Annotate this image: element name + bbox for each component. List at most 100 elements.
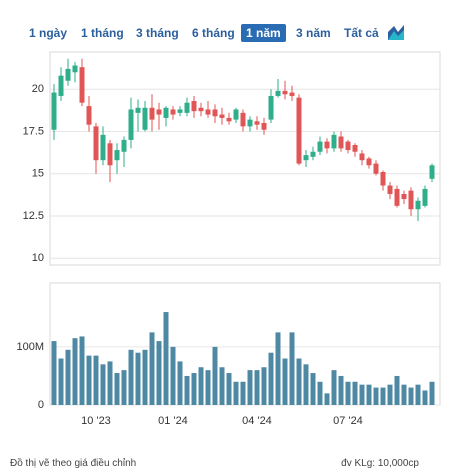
candle-body	[219, 114, 225, 118]
candle-body	[261, 123, 267, 130]
volume-bar	[331, 370, 337, 405]
candle-body	[177, 109, 183, 113]
range-tab[interactable]: 3 năm	[296, 26, 331, 40]
x-tick-label: 10 '23	[81, 415, 111, 427]
candle-body	[289, 92, 295, 96]
y-tick-label: 10	[32, 252, 44, 264]
volume-bar	[184, 375, 190, 405]
y-tick-label: 20	[32, 83, 44, 95]
volume-bar	[366, 384, 372, 405]
volume-bar	[226, 373, 232, 405]
volume-bar	[51, 341, 57, 405]
volume-bar	[128, 349, 134, 405]
volume-bar	[254, 370, 260, 405]
candle-body	[415, 200, 421, 210]
candle-body	[51, 92, 57, 130]
candle-body	[303, 155, 309, 161]
volume-bar	[170, 346, 176, 405]
volume-bar	[373, 387, 379, 405]
candle-body	[254, 121, 260, 125]
volume-bar	[198, 367, 204, 405]
volume-bar	[233, 381, 239, 405]
candle-body	[401, 194, 407, 200]
candle-body	[58, 75, 64, 96]
y-tick-label: 100M	[16, 341, 44, 353]
volume-bar	[324, 393, 330, 405]
candle-body	[422, 188, 428, 206]
chart: 10 12.5 15 17.5 20 0 100M 10 '23 01 '24 04 '24 07 …	[16, 51, 441, 427]
candle-body	[282, 90, 288, 95]
candle-body	[275, 90, 281, 96]
volume-bar	[205, 370, 211, 405]
range-tab[interactable]: 1 tháng	[81, 26, 124, 40]
x-tick-label: 01 '24	[158, 415, 188, 427]
candle-body	[345, 141, 351, 151]
candle-body	[184, 102, 190, 113]
volume-bar	[135, 352, 141, 405]
volume-bar	[380, 387, 386, 405]
candle-body	[331, 134, 337, 149]
volume-bar	[93, 355, 99, 405]
volume-bar	[65, 349, 71, 405]
volume-bar	[100, 364, 106, 405]
candle-body	[429, 165, 435, 179]
candle-body	[373, 163, 379, 174]
candle-body	[121, 139, 127, 152]
candle-body	[310, 151, 316, 157]
unit-note: đv KLg: 10,000cp	[341, 458, 419, 469]
volume-bar	[303, 364, 309, 405]
chart-type-icon[interactable]	[386, 22, 406, 42]
range-tab[interactable]: 1 năm	[241, 24, 286, 42]
volume-bar	[422, 390, 428, 405]
candle-body	[394, 188, 400, 206]
volume-bar	[247, 370, 253, 405]
volume-bar	[282, 358, 288, 405]
volume-bar	[359, 384, 365, 405]
candle-body	[114, 150, 120, 161]
candle-body	[247, 119, 253, 127]
y-tick-label: 12.5	[23, 210, 44, 222]
volume-bar	[408, 387, 414, 405]
range-tab[interactable]: 6 tháng	[192, 26, 235, 40]
candle-body	[128, 109, 134, 140]
candle-body	[156, 109, 162, 115]
range-tab[interactable]: 1 ngày	[29, 26, 68, 40]
candle-body	[107, 143, 113, 166]
candle-body	[387, 185, 393, 194]
volume-bar	[191, 373, 197, 405]
volume-bar	[310, 373, 316, 405]
candle-body	[163, 107, 169, 118]
candle-body	[198, 107, 204, 112]
candle-body	[240, 112, 246, 127]
range-tab[interactable]: Tất cả	[344, 26, 379, 40]
range-tab[interactable]: 3 tháng	[136, 26, 179, 40]
volume-bar	[177, 361, 183, 405]
volume-bar	[142, 349, 148, 405]
candle-body	[380, 172, 386, 186]
volume-bar	[79, 336, 85, 405]
candle-body	[226, 117, 232, 122]
volume-bar	[107, 361, 113, 405]
candle-body	[268, 95, 274, 120]
candle-body	[233, 109, 239, 120]
candle-body	[72, 65, 78, 73]
candle-body	[296, 97, 302, 164]
volume-bar	[352, 381, 358, 405]
volume-bar	[429, 381, 435, 405]
volume-bar	[317, 381, 323, 405]
y-tick-label: 15	[32, 168, 44, 180]
volume-bar	[415, 384, 421, 405]
volume-bar	[268, 352, 274, 405]
volume-bar	[114, 373, 120, 405]
volume-bar	[275, 332, 281, 405]
candle-body	[93, 126, 99, 161]
candle-body	[86, 106, 92, 125]
candle-body	[212, 109, 218, 117]
volume-bar	[163, 312, 169, 405]
volume-bar	[72, 338, 78, 405]
volume-bar	[401, 384, 407, 405]
candle-body	[100, 134, 106, 161]
candle-body	[142, 107, 148, 130]
candle-body	[65, 68, 71, 81]
